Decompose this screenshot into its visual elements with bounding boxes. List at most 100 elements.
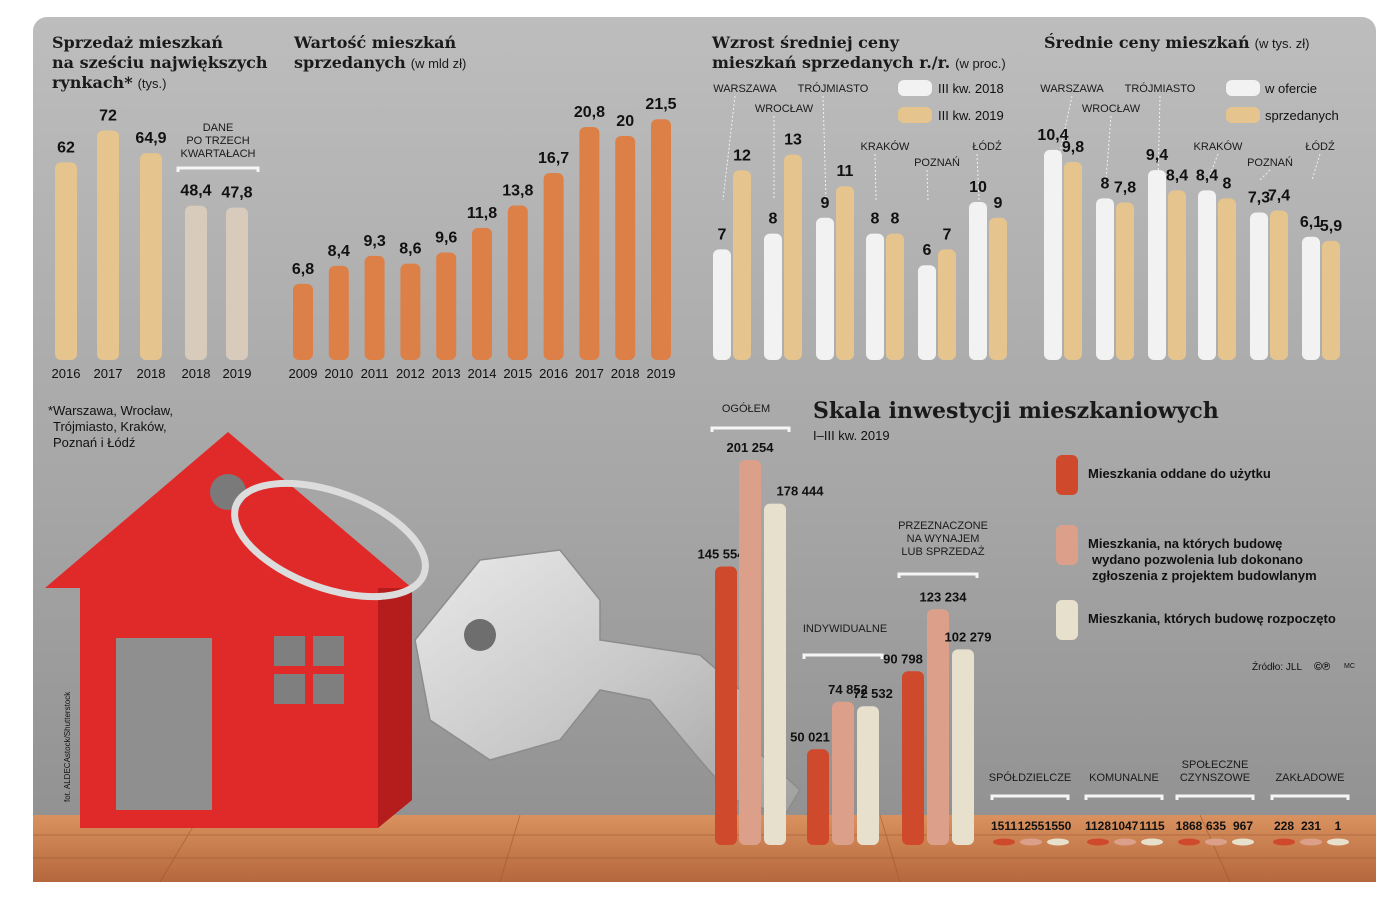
invest-small-group-bracket (1270, 794, 1350, 800)
invest-legend-swatch (1056, 525, 1078, 565)
chart-unit: (w tys. zł) (1255, 36, 1310, 51)
invest-bar-1-0 (807, 749, 829, 845)
sales-footnote: Trójmiasto, Kraków, (53, 419, 167, 434)
invest-small-disc (1047, 838, 1069, 846)
sales-footnote: *Warszawa, Wrocław, (48, 403, 173, 418)
invest-legend-label: Mieszkania, których budowę rozpoczęto (1088, 611, 1336, 626)
sales-value-label: 64,9 (135, 130, 166, 147)
invest-legend-swatch (1056, 455, 1078, 495)
growth-bar-2019-5 (989, 217, 1007, 360)
value-tick-label: 2018 (611, 366, 640, 381)
sales-annotation: KWARTAŁACH (181, 148, 256, 160)
growth-value-2018: 7 (718, 226, 727, 243)
sales-value-label: 62 (57, 139, 75, 156)
invest-legend-label: wydano pozwolenia lub dokonano (1091, 552, 1303, 567)
invest-group-label: INDYWIDUALNE (803, 623, 887, 635)
invest-title: Skala inwestycji mieszkaniowych (813, 398, 1219, 424)
prices-value-sold: 8,4 (1166, 167, 1188, 184)
growth-category-label: POZNAŃ (914, 156, 960, 169)
value-tick-label: 2010 (324, 366, 353, 381)
prices-bar-offer-4 (1250, 212, 1268, 360)
growth-legend-label: III kw. 2019 (938, 108, 1004, 123)
prices-bar-offer-2 (1148, 170, 1166, 360)
growth-bar-2019-4 (938, 249, 956, 360)
floor-boards (33, 814, 1376, 883)
value-value-label: 8,4 (328, 243, 350, 260)
house-side (378, 588, 412, 828)
sales-bar-0 (55, 162, 77, 360)
invest-subtitle: I–III kw. 2019 (813, 428, 890, 443)
growth-leader-line (822, 95, 827, 201)
house-keychain-illustration (45, 432, 801, 828)
prices-bar-sold-5 (1322, 240, 1340, 360)
invest-value-label: 90 798 (883, 651, 923, 666)
chart-title-line: Wzrost średniej ceny (711, 33, 900, 52)
growth-bar-2019-3 (886, 233, 904, 360)
value-bar-6 (507, 205, 528, 360)
sales-tick-label: 2018 (182, 366, 211, 381)
invest-small-disc (1087, 838, 1109, 846)
value-bar-7 (543, 172, 564, 360)
invest-small-disc (1020, 838, 1042, 846)
invest-bar-1-1 (832, 701, 854, 845)
prices-value-sold: 7,8 (1114, 179, 1136, 196)
value-value-label: 21,5 (645, 96, 676, 113)
value-bar-3 (400, 263, 421, 360)
growth-bar-2018-4 (918, 265, 936, 360)
chart-title-line: na sześciu największych (52, 53, 268, 72)
invest-small-group-label: SPÓŁDZIELCZE (989, 771, 1072, 784)
value-value-label: 9,3 (363, 233, 385, 250)
prices-bar-offer-3 (1198, 190, 1216, 360)
invest-bar-0-0 (715, 566, 737, 845)
value-tick-label: 2011 (361, 366, 389, 381)
invest-value-label: 145 554 (698, 547, 746, 562)
growth-legend: III kw. 2018 III kw. 2019 (898, 80, 1004, 123)
value-value-label: 20 (616, 113, 634, 130)
growth-bar-2018-2 (816, 217, 834, 360)
value-bar-8 (579, 127, 600, 360)
house-hole (210, 474, 246, 510)
growth-value-2019: 12 (733, 147, 751, 164)
invest-small-value: 228 (1274, 819, 1294, 833)
prices-bar-sold-3 (1218, 198, 1236, 360)
invest-bar-0-1 (739, 460, 761, 845)
prices-bar-sold-1 (1116, 202, 1134, 360)
growth-value-2018: 6 (923, 242, 932, 259)
growth-category-label: ŁÓDŹ (972, 140, 1002, 153)
prices-bar-sold-0 (1064, 162, 1082, 360)
value-bar-10 (651, 119, 671, 360)
growth-value-2019: 7 (943, 226, 952, 243)
invest-legend-label: zgłoszenia z projektem budowlanym (1092, 568, 1317, 583)
invest-legend-label: Mieszkania, na których budowę (1088, 536, 1282, 551)
key-ring (231, 479, 429, 601)
invest-small-value: 1511 (991, 819, 1017, 833)
invest-group-label: PRZEZNACZONE (898, 520, 988, 532)
sales-annotation: DANE (203, 122, 234, 134)
value-value-label: 13,8 (502, 182, 533, 199)
chart-title-line: sprzedanych (w mld zł) (294, 53, 466, 72)
chart-title-line: mieszkań sprzedanych r./r. (w proc.) (712, 53, 1006, 72)
sales-bar-4 (226, 207, 248, 360)
value-tick-label: 2016 (539, 366, 568, 381)
prices-legend: w ofercie sprzedanych (1226, 80, 1339, 123)
sales-tick-label: 2019 (223, 366, 252, 381)
invest-small-value: 635 (1206, 819, 1226, 833)
invest-group-label: LUB SPRZEDAŻ (901, 545, 984, 558)
prices-bar-offer-1 (1096, 198, 1114, 360)
value-bar-9 (615, 136, 636, 360)
invest-small-disc (1114, 838, 1136, 846)
invest-small-value: 1115 (1139, 819, 1165, 833)
invest-small-group-label: CZYNSZOWE (1180, 772, 1250, 784)
house-door (116, 638, 212, 810)
prices-value-offer: 8 (1101, 175, 1110, 192)
invest-small-group-label: KOMUNALNE (1089, 772, 1159, 784)
prices-value-sold: 9,8 (1062, 139, 1084, 156)
value-value-label: 6,8 (292, 261, 314, 278)
growth-legend-label: III kw. 2018 (938, 81, 1004, 96)
invest-small-disc (1205, 838, 1227, 846)
value-tick-label: 2009 (289, 366, 318, 381)
invest-small-group-bracket (990, 794, 1070, 800)
